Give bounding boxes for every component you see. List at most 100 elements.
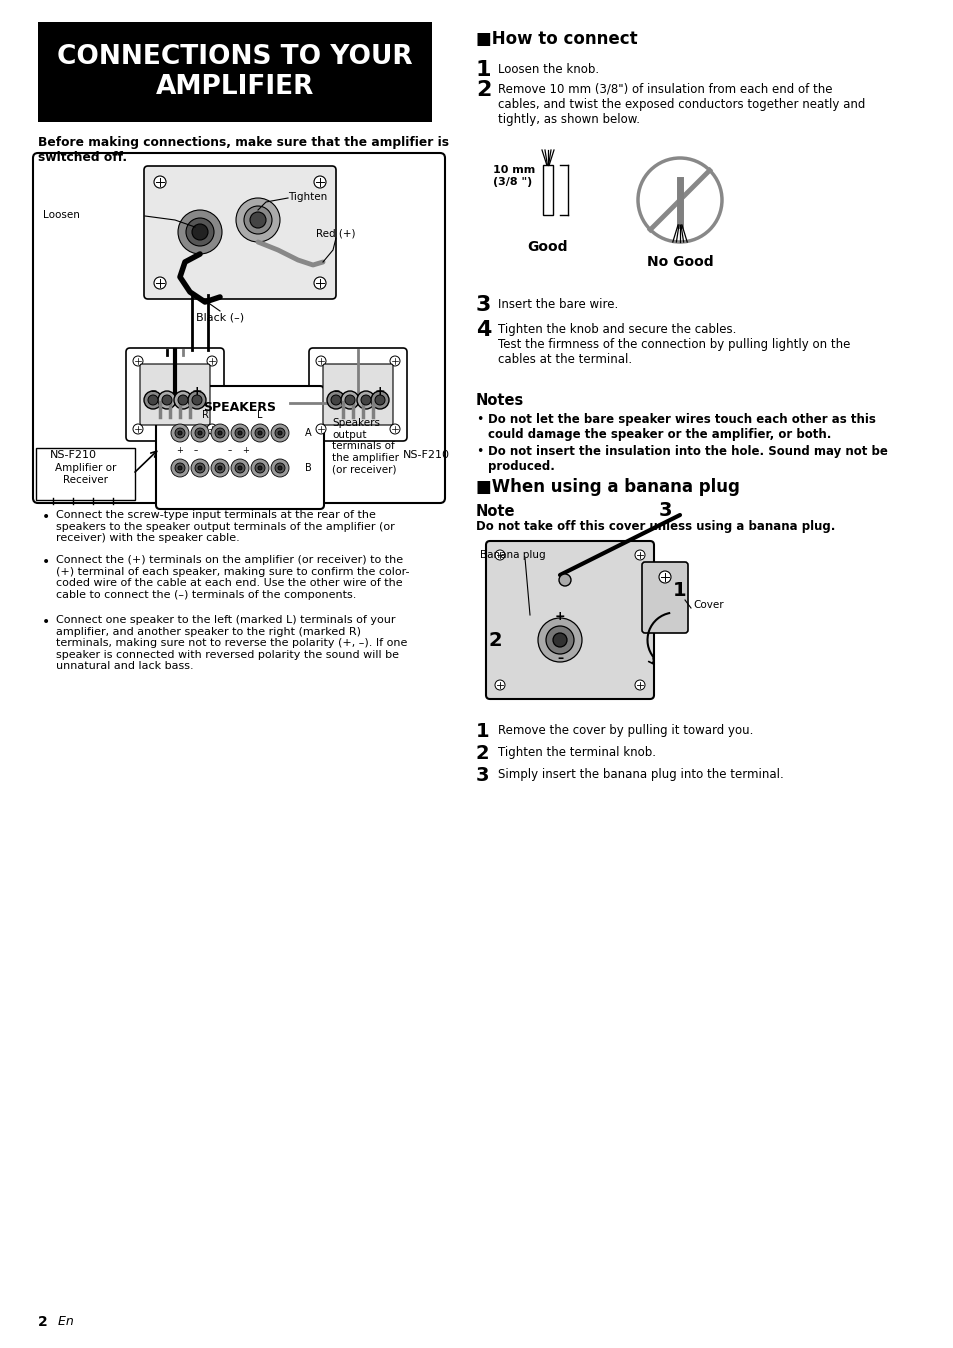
Circle shape [331,395,340,404]
Text: –: – [150,386,156,398]
Text: 2: 2 [476,80,491,100]
Circle shape [251,460,269,477]
Circle shape [178,395,188,404]
Text: Connect the screw-type input terminals at the rear of the
speakers to the speake: Connect the screw-type input terminals a… [56,510,395,543]
Text: ■How to connect: ■How to connect [476,30,637,49]
Circle shape [188,391,206,408]
Text: +: + [554,611,565,623]
Circle shape [345,395,355,404]
Text: A: A [304,429,311,438]
Text: 2: 2 [488,631,501,650]
FancyBboxPatch shape [309,348,407,441]
Circle shape [553,634,566,647]
Bar [38,22,432,123]
Circle shape [277,466,282,470]
Circle shape [257,466,262,470]
Circle shape [231,425,249,442]
Circle shape [174,429,185,438]
Circle shape [192,395,202,404]
Text: Simply insert the banana plug into the terminal.: Simply insert the banana plug into the t… [497,768,783,780]
Circle shape [235,198,280,243]
FancyBboxPatch shape [485,541,654,700]
Text: 3: 3 [658,500,671,519]
Circle shape [390,425,399,434]
Text: •: • [476,445,483,458]
Text: ■When using a banana plug: ■When using a banana plug [476,479,740,496]
Text: SPEAKERS: SPEAKERS [203,400,276,414]
FancyBboxPatch shape [641,562,687,634]
Text: Insert the bare wire.: Insert the bare wire. [497,298,618,311]
Text: Notes: Notes [476,394,524,408]
Circle shape [314,276,326,288]
FancyBboxPatch shape [36,448,135,500]
Circle shape [360,395,371,404]
Text: Remove 10 mm (3/8") of insulation from each end of the
cables, and twist the exp: Remove 10 mm (3/8") of insulation from e… [497,84,864,125]
Circle shape [211,425,229,442]
Text: Remove the cover by pulling it toward you.: Remove the cover by pulling it toward yo… [497,724,753,737]
Circle shape [537,617,581,662]
Text: L: L [257,410,262,421]
Circle shape [356,391,375,408]
Text: No Good: No Good [646,255,713,270]
Circle shape [218,431,222,435]
Circle shape [214,462,225,473]
Circle shape [231,460,249,477]
Circle shape [495,550,504,559]
Text: •: • [42,510,51,524]
Circle shape [277,431,282,435]
Text: 3: 3 [476,295,491,315]
Circle shape [178,210,222,253]
FancyBboxPatch shape [33,154,444,503]
Circle shape [254,462,265,473]
Circle shape [390,356,399,367]
Circle shape [495,679,504,690]
FancyBboxPatch shape [144,166,335,299]
Text: Red (+): Red (+) [315,228,355,239]
Text: Before making connections, make sure that the amplifier is
switched off.: Before making connections, make sure tha… [38,136,449,164]
Text: Black (–): Black (–) [195,313,244,324]
Text: En: En [54,1316,73,1328]
Text: NS-F210: NS-F210 [50,450,97,460]
Circle shape [194,462,205,473]
Circle shape [211,460,229,477]
Text: B: B [304,462,311,473]
Text: 1: 1 [476,723,489,741]
Circle shape [207,425,216,434]
Circle shape [198,466,202,470]
Circle shape [194,429,205,438]
Circle shape [545,625,574,654]
Circle shape [153,177,166,187]
Circle shape [171,460,189,477]
FancyBboxPatch shape [323,364,393,425]
Text: –: – [228,446,232,456]
Circle shape [178,466,182,470]
Bar [542,164,553,214]
Circle shape [250,212,266,228]
Circle shape [234,462,245,473]
Text: +: + [192,386,202,398]
Text: Do not let the bare speaker wires touch each other as this
could damage the spea: Do not let the bare speaker wires touch … [488,412,875,441]
Text: 10 mm
(3/8 "): 10 mm (3/8 ") [493,164,535,186]
Circle shape [173,391,192,408]
Circle shape [274,429,285,438]
Circle shape [192,224,208,240]
Text: –: – [333,386,338,398]
Text: 4: 4 [476,319,491,340]
Text: Note: Note [476,504,515,519]
Circle shape [251,425,269,442]
Text: Loosen the knob.: Loosen the knob. [497,63,598,75]
Text: •: • [476,412,483,426]
Circle shape [375,395,385,404]
Circle shape [191,460,209,477]
Circle shape [153,276,166,288]
Text: Tighten the knob and secure the cables.
Test the firmness of the connection by p: Tighten the knob and secure the cables. … [497,324,849,367]
Text: Amplifier or
Receiver: Amplifier or Receiver [54,464,116,485]
Circle shape [635,550,644,559]
Circle shape [271,460,289,477]
Circle shape [237,466,242,470]
Circle shape [558,574,571,586]
Circle shape [327,391,345,408]
Circle shape [178,431,182,435]
Circle shape [132,425,143,434]
FancyBboxPatch shape [126,348,224,441]
